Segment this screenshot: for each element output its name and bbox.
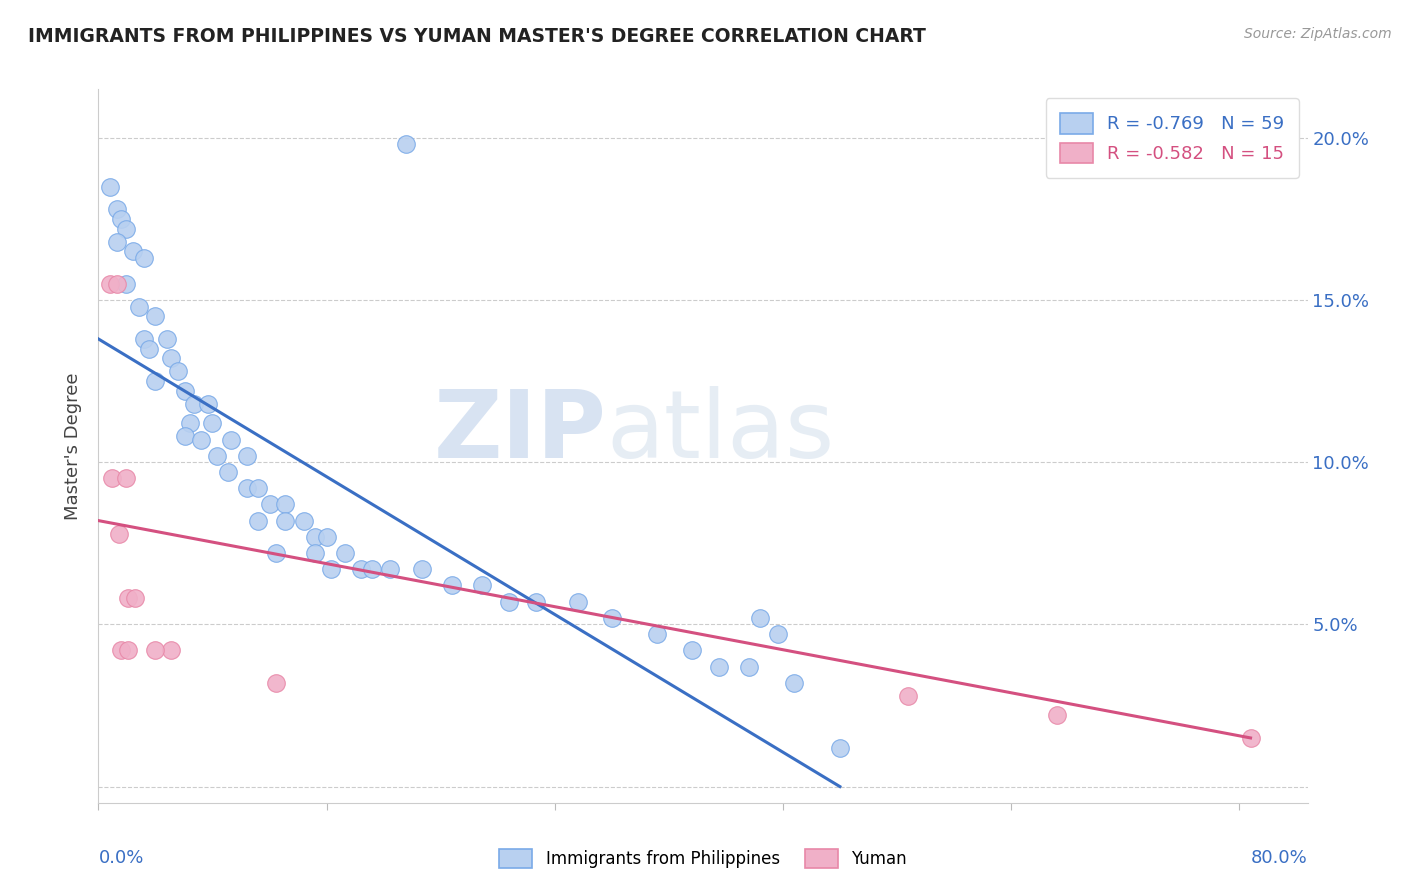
Y-axis label: Master's Degree: Master's Degree [65,372,83,520]
Point [361,562,384,576]
Point [274,514,297,528]
Point [117,591,139,606]
Text: 80.0%: 80.0% [1251,849,1308,867]
Point [292,514,315,528]
Point [768,627,790,641]
Point [160,351,183,366]
Point [247,514,270,528]
Point [567,595,589,609]
Point [304,530,326,544]
Text: ZIP: ZIP [433,385,606,478]
Point [110,211,132,226]
Point [498,595,520,609]
Point [315,530,337,544]
Point [1239,731,1261,745]
Text: atlas: atlas [606,385,835,478]
Point [128,300,150,314]
Point [235,481,257,495]
Text: Source: ZipAtlas.com: Source: ZipAtlas.com [1244,27,1392,41]
Legend: R = -0.769   N = 59, R = -0.582   N = 15: R = -0.769 N = 59, R = -0.582 N = 15 [1046,98,1299,178]
Point [156,332,179,346]
Point [138,342,160,356]
Point [110,643,132,657]
Point [117,643,139,657]
Point [707,659,730,673]
Point [897,689,920,703]
Point [600,611,623,625]
Point [380,562,402,576]
Point [183,397,205,411]
Point [266,546,288,560]
Point [205,449,228,463]
Point [217,465,239,479]
Point [114,471,136,485]
Point [219,433,242,447]
Text: 0.0%: 0.0% [98,849,143,867]
Text: IMMIGRANTS FROM PHILIPPINES VS YUMAN MASTER'S DEGREE CORRELATION CHART: IMMIGRANTS FROM PHILIPPINES VS YUMAN MAS… [28,27,927,45]
Point [197,397,219,411]
Point [441,578,464,592]
Point [105,202,128,217]
Point [98,277,121,291]
Point [247,481,270,495]
Point [145,374,167,388]
Point [132,332,155,346]
Legend: Immigrants from Philippines, Yuman: Immigrants from Philippines, Yuman [492,842,914,875]
Point [145,310,167,324]
Point [235,449,257,463]
Point [266,675,288,690]
Point [304,546,326,560]
Point [333,546,356,560]
Point [105,277,128,291]
Point [174,384,197,398]
Point [98,179,121,194]
Point [259,497,281,511]
Point [132,251,155,265]
Point [174,429,197,443]
Point [681,643,703,657]
Point [783,675,806,690]
Point [647,627,669,641]
Point [145,643,167,657]
Point [395,137,418,152]
Point [114,277,136,291]
Point [411,562,433,576]
Point [101,471,124,485]
Point [321,562,343,576]
Point [749,611,772,625]
Point [160,643,183,657]
Point [179,417,201,431]
Point [124,591,146,606]
Point [108,526,131,541]
Point [350,562,373,576]
Point [1046,708,1069,723]
Point [190,433,212,447]
Point [274,497,297,511]
Point [114,221,136,235]
Point [526,595,548,609]
Point [471,578,494,592]
Point [121,244,143,259]
Point [828,740,851,755]
Point [105,235,128,249]
Point [167,364,190,378]
Point [201,417,224,431]
Point [737,659,759,673]
